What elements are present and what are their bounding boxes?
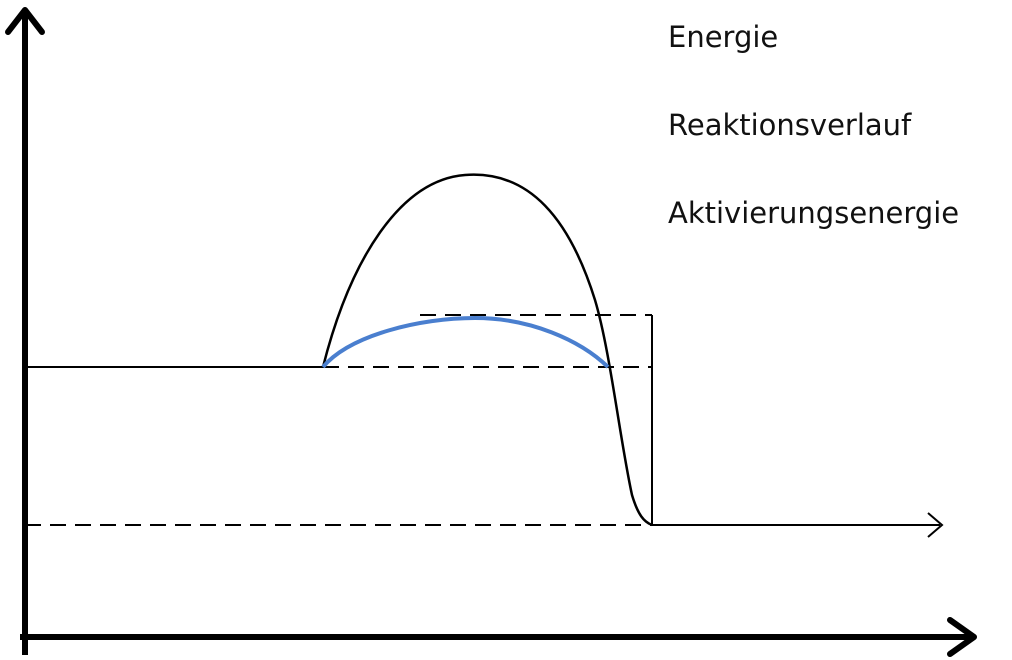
label-activation-energy: Aktivierungsenergie xyxy=(668,196,960,230)
x-axis-arrowhead xyxy=(947,617,977,657)
label-reaction-progress: Reaktionsverlauf xyxy=(668,108,912,142)
product-arrowhead xyxy=(927,512,944,538)
uncatalyzed-reaction-curve xyxy=(321,173,653,527)
y-axis-arrowhead xyxy=(5,7,45,35)
catalyzed-reaction-curve xyxy=(321,315,610,369)
label-energy: Energie xyxy=(668,20,779,54)
